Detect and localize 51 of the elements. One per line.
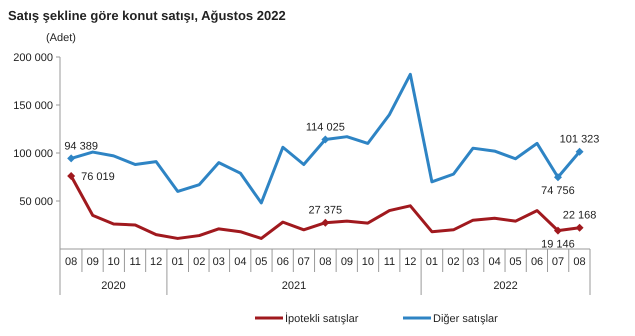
x-tick-label: 03 xyxy=(212,256,225,268)
x-tick-label: 04 xyxy=(234,256,247,268)
text: 2020 xyxy=(101,280,126,292)
data-label: 76 019 xyxy=(81,171,115,184)
y-tick-label: 100 000 xyxy=(13,148,53,160)
point xyxy=(576,224,584,232)
x-tick-label: 05 xyxy=(509,256,522,268)
data-label: 74 756 xyxy=(541,185,575,198)
x-tick-label: 06 xyxy=(276,256,289,268)
y-tick-label: 50 000 xyxy=(19,196,53,208)
data-label: 114 025 xyxy=(306,122,345,134)
x-tick-label: 07 xyxy=(298,256,310,268)
x-tick-label: 09 xyxy=(340,256,354,268)
data-label: 94 389 xyxy=(64,140,98,152)
x-tick-label: 10 xyxy=(108,256,120,268)
x-tick-label: 03 xyxy=(466,256,480,268)
x-tick-label: 11 xyxy=(130,256,141,268)
x-tick-label: 11 xyxy=(384,256,396,268)
x-tick-label: 12 xyxy=(150,256,162,268)
data-label: 22 168 xyxy=(562,210,596,222)
legend-label: Diğer satışlar xyxy=(433,313,498,325)
point xyxy=(554,226,562,235)
x-tick-label: 02 xyxy=(447,256,460,268)
y-tick-label: 200 000 xyxy=(13,52,53,64)
x-tick-label: 05 xyxy=(255,256,268,268)
chart-title: Satış şekline göre konut satışı, Ağustos 2022 xyxy=(8,8,286,23)
x-tick-label: 06 xyxy=(530,256,544,268)
point xyxy=(554,173,562,182)
point xyxy=(321,136,330,144)
point xyxy=(67,172,76,180)
x-tick-label: 07 xyxy=(552,256,564,268)
y-axis-title: (Adet) xyxy=(46,32,76,44)
x-tick-label: 12 xyxy=(404,256,416,268)
x-tick-label: 04 xyxy=(488,256,501,268)
data-label: 19 146 xyxy=(541,238,575,251)
x-tick-label: 02 xyxy=(193,256,206,268)
x-tick-label: 01 xyxy=(426,256,438,268)
data-label: 101 323 xyxy=(560,134,600,146)
x-tick-label: 01 xyxy=(172,256,184,268)
point xyxy=(576,148,584,156)
legend-label: İpotekli satışlar xyxy=(285,312,359,325)
y-tick-label: 150 000 xyxy=(13,100,53,112)
x-tick-label: 09 xyxy=(86,256,99,268)
text: 2022 xyxy=(493,280,518,292)
x-tick-label: 08 xyxy=(65,256,78,268)
x-tick-label: 08 xyxy=(573,256,586,268)
x-tick-label: 10 xyxy=(362,256,374,268)
point xyxy=(67,154,76,162)
x-tick-label: 08 xyxy=(319,256,332,268)
text: 2021 xyxy=(282,280,306,292)
data-label: 27 375 xyxy=(308,204,342,217)
